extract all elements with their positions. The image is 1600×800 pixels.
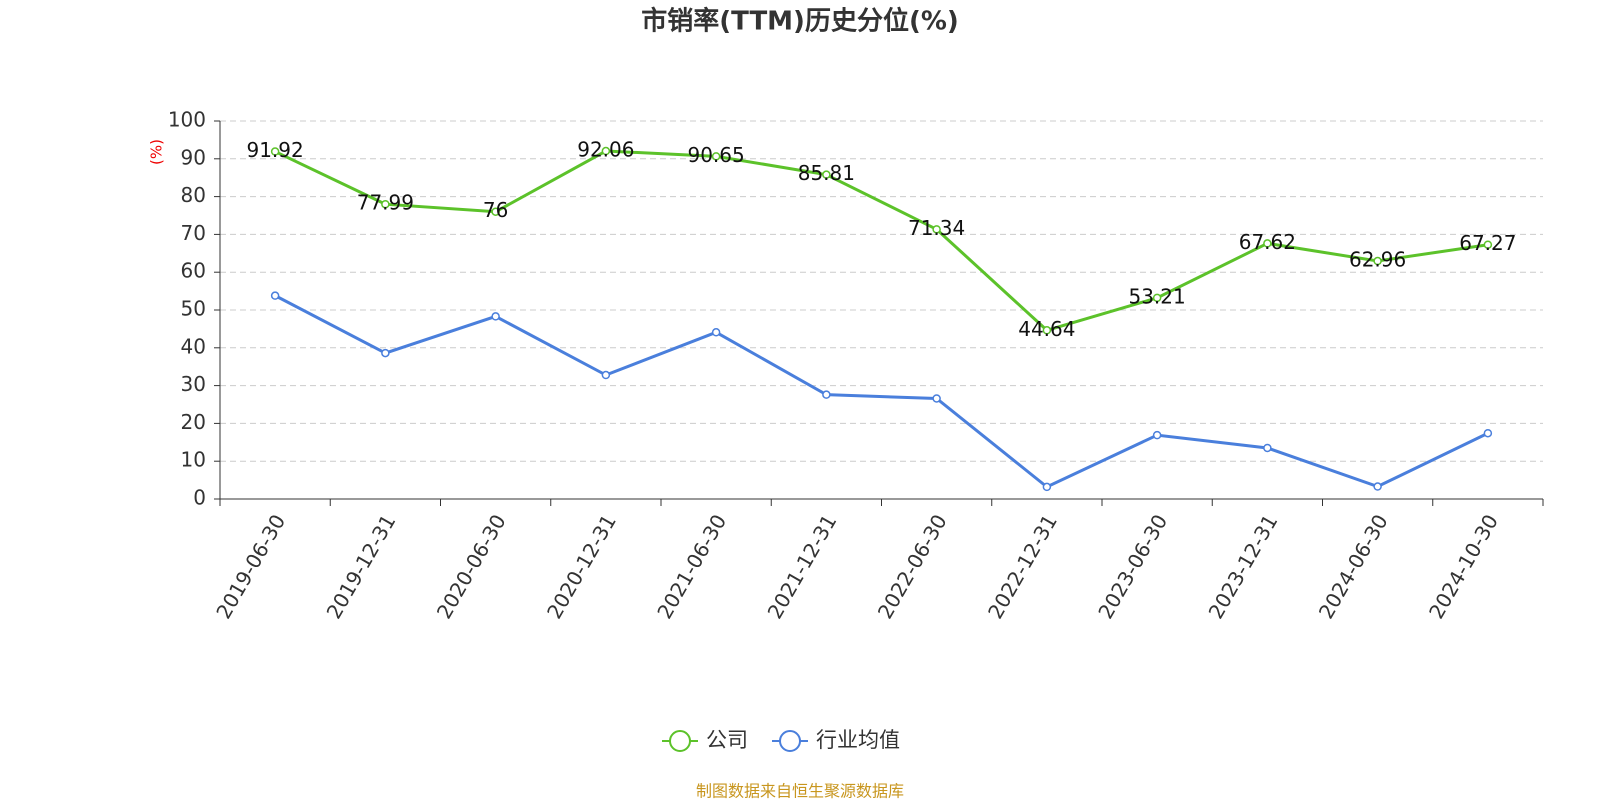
- chart-title: 市销率(TTM)历史分位(%): [641, 6, 959, 37]
- x-tick-label: 2023-12-31: [1204, 510, 1283, 623]
- data-label: 53.21: [1128, 284, 1185, 308]
- legend-label: 行业均值: [816, 728, 900, 752]
- point: [1263, 239, 1272, 248]
- x-tick-label: 2020-06-30: [432, 510, 511, 623]
- data-label: 62.96: [1349, 248, 1406, 272]
- y-tick-label: 50: [181, 297, 206, 321]
- data-label: 90.65: [687, 143, 744, 167]
- point: [1042, 326, 1052, 335]
- data-label: 85.81: [798, 161, 855, 185]
- x-tick-label: 2021-12-31: [763, 510, 842, 623]
- point: [822, 390, 831, 399]
- point: [1483, 428, 1493, 438]
- data-label: 91.92: [246, 138, 303, 162]
- y-tick-label: 80: [181, 183, 206, 207]
- data-label: 44.64: [1018, 317, 1075, 341]
- y-tick-label: 100: [168, 108, 206, 132]
- series-line: [274, 149, 1489, 332]
- point: [1042, 482, 1052, 492]
- point: [381, 199, 390, 209]
- point: [601, 370, 611, 380]
- y-tick-label: 40: [181, 334, 206, 358]
- x-tick-label: 2020-12-31: [542, 510, 621, 623]
- source-note: 制图数据来自恒生聚源数据库: [696, 782, 904, 800]
- x-tick-label: 2024-06-30: [1314, 510, 1393, 623]
- legend-marker: [779, 730, 801, 752]
- point: [822, 170, 831, 179]
- point: [711, 328, 721, 337]
- data-label: 67.62: [1239, 230, 1296, 254]
- point: [1373, 256, 1382, 266]
- legend-marker: [669, 730, 691, 752]
- point: [601, 146, 611, 156]
- series-line: [274, 294, 1489, 489]
- data-label: 67.27: [1459, 231, 1516, 255]
- x-tick-label: 2021-06-30: [652, 510, 731, 623]
- data-label: 76: [483, 198, 508, 222]
- y-tick-label: 70: [181, 221, 206, 245]
- point: [270, 291, 280, 300]
- x-tick-label: 2019-06-30: [211, 510, 290, 623]
- data-label: 92.06: [577, 138, 634, 162]
- point: [932, 225, 941, 234]
- point: [1152, 293, 1162, 303]
- point: [491, 207, 500, 216]
- point: [711, 152, 721, 161]
- y-tick-label: 10: [181, 448, 206, 472]
- point: [270, 147, 280, 156]
- point: [932, 394, 941, 403]
- point: [1373, 482, 1382, 491]
- data-label: 77.99: [357, 191, 414, 215]
- data-label: 71.34: [908, 216, 965, 240]
- x-tick-label: 2019-12-31: [322, 510, 401, 623]
- point: [491, 312, 500, 321]
- point: [1263, 443, 1272, 453]
- x-tick-label: 2022-06-30: [873, 510, 952, 623]
- x-tick-label: 2023-06-30: [1093, 510, 1172, 623]
- x-tick-label: 2024-10-30: [1424, 510, 1503, 623]
- y-tick-label: 0: [193, 486, 206, 510]
- point: [1152, 430, 1162, 440]
- y-tick-label: 60: [181, 259, 206, 283]
- y-tick-label: 90: [181, 145, 206, 169]
- x-tick-label: 2022-12-31: [983, 510, 1062, 623]
- point: [381, 348, 390, 358]
- y-tick-label: 30: [181, 372, 206, 396]
- point: [1483, 240, 1493, 249]
- y-axis-label: (%): [148, 139, 166, 165]
- y-tick-label: 20: [181, 410, 206, 434]
- legend-label: 公司: [706, 728, 748, 752]
